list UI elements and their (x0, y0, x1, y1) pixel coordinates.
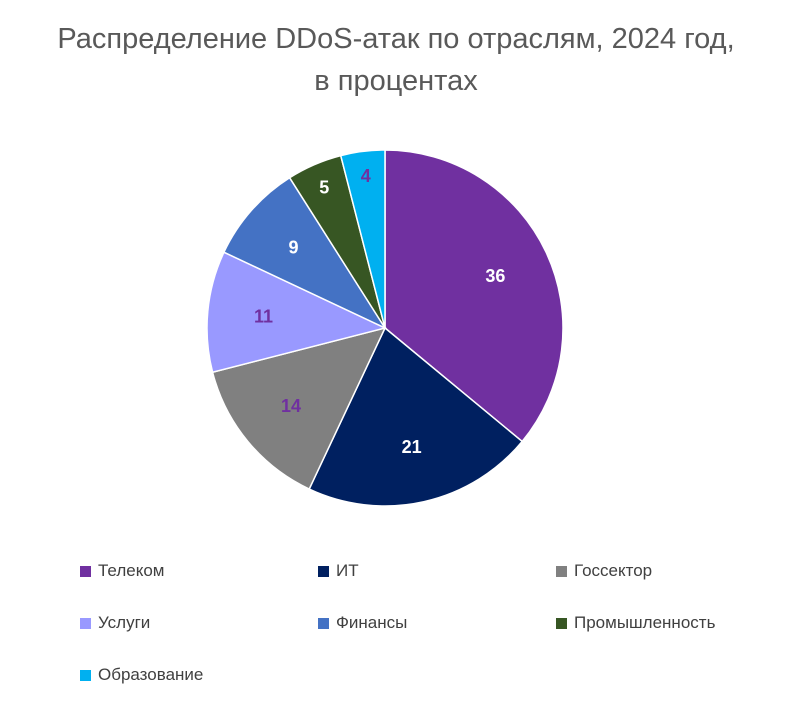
legend-item: Промышленность (556, 612, 760, 634)
legend-item: Финансы (318, 612, 556, 634)
legend-label: Промышленность (574, 613, 716, 632)
chart-title-line-1: Распределение DDoS-атак по отраслям, 202… (57, 23, 735, 55)
chart-title: Распределение DDoS-атак по отраслям, 202… (0, 18, 792, 102)
legend-swatch (318, 617, 329, 629)
pie-slice-5 (222, 176, 388, 330)
data-label-6: 5 (319, 178, 329, 198)
data-label-1: 36 (485, 266, 505, 286)
chart-legend: Телеком ИТ Госсектор Услуги Финансы Промышлен… (80, 560, 760, 686)
legend-item: ИТ (318, 560, 556, 582)
pie-slice-7 (339, 149, 386, 329)
legend-label: Телеком (98, 561, 165, 580)
chart-title-line-2: в процентах (314, 65, 478, 97)
data-label-2: 21 (402, 437, 422, 457)
legend-swatch (80, 669, 91, 681)
legend-swatch (318, 565, 329, 577)
pie-slice-2 (308, 326, 524, 507)
data-label-3: 14 (281, 396, 301, 416)
legend-swatch (80, 617, 91, 629)
pie-slice-3 (211, 326, 387, 491)
pie-chart: 36 21 14 11 9 5 4 (206, 149, 564, 507)
legend-label: Госсектор (574, 561, 653, 580)
data-label-4: 11 (254, 307, 273, 327)
pie-slice-1 (384, 149, 564, 443)
legend-label: Образование (98, 665, 204, 684)
legend-label: Финансы (336, 613, 408, 632)
data-label-7: 4 (361, 166, 371, 186)
legend-label: ИТ (336, 561, 359, 580)
legend-item: Услуги (80, 612, 318, 634)
legend-swatch (556, 617, 567, 629)
pie-slice-4 (206, 251, 388, 374)
legend-item: Образование (80, 664, 318, 686)
legend-label: Услуги (98, 613, 151, 632)
data-label-5: 9 (288, 237, 298, 257)
legend-item: Госсектор (556, 560, 760, 582)
legend-item: Телеком (80, 560, 318, 582)
legend-swatch (80, 565, 91, 577)
legend-swatch (556, 565, 567, 577)
